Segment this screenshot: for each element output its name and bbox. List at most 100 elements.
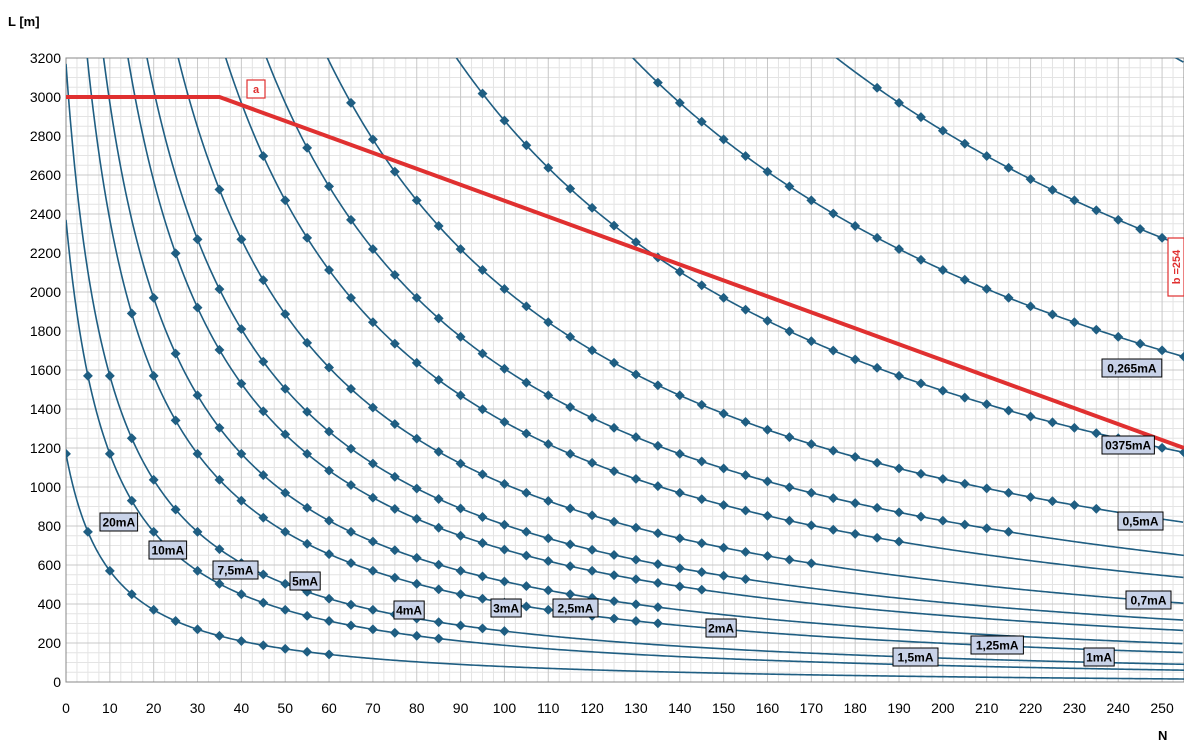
data-point — [214, 344, 225, 355]
data-point — [258, 356, 269, 367]
data-point — [214, 630, 225, 641]
y-tick-label: 1400 — [30, 401, 61, 417]
data-point — [696, 584, 707, 595]
y-tick-label: 2000 — [30, 284, 61, 300]
x-tick-label: 180 — [843, 700, 867, 716]
series-line — [66, 219, 1184, 671]
data-point — [411, 292, 422, 303]
x-tick-label: 140 — [668, 700, 692, 716]
data-point — [894, 463, 904, 474]
data-point — [609, 596, 619, 607]
series-label: 20mA — [99, 512, 139, 532]
data-point — [455, 530, 466, 541]
tick-label-layer: 0 10 20 30 40 50 60 70 80 90 100 110 120 130 140 150 160… — [30, 50, 1174, 716]
series-label: 7,5mA — [212, 560, 259, 580]
data-point — [367, 458, 378, 469]
data-point — [828, 493, 839, 504]
data-point — [981, 523, 992, 534]
data-point — [192, 302, 203, 313]
data-point — [631, 522, 641, 533]
data-point — [236, 324, 247, 334]
data-point — [981, 483, 992, 494]
data-point — [762, 476, 773, 487]
x-tick-label: 10 — [102, 700, 118, 716]
data-point — [565, 331, 576, 342]
y-tick-label: 1000 — [30, 479, 61, 495]
data-point — [389, 166, 400, 177]
data-point — [411, 630, 422, 641]
data-point — [762, 550, 773, 561]
series-label-text: 7,5mA — [217, 564, 253, 578]
data-point — [499, 626, 510, 637]
data-point — [850, 498, 861, 509]
series-label-layer: 20mA 10mA 7,5mA 5mA 4mA 3mA 2,5mA 2mA 1,5mA 1,25m… — [99, 358, 1172, 667]
data-point — [324, 465, 335, 476]
y-tick-label: 600 — [38, 557, 62, 573]
data-point — [280, 383, 291, 394]
y-tick-label: 2600 — [30, 167, 61, 183]
data-point — [1069, 317, 1080, 328]
series-label-box — [552, 598, 599, 618]
data-point — [740, 470, 751, 481]
data-point — [324, 549, 335, 560]
series-label-text: 0,5mA — [1122, 515, 1158, 529]
data-point — [652, 602, 663, 613]
data-point — [389, 627, 400, 638]
series-line — [127, 58, 1184, 632]
data-point — [543, 585, 554, 596]
data-point — [696, 494, 707, 505]
data-point — [214, 284, 225, 295]
data-point — [631, 369, 641, 380]
data-point — [740, 416, 751, 427]
data-point — [806, 439, 817, 450]
series-label-text: 3mA — [493, 602, 519, 616]
series-label-box — [99, 512, 139, 532]
data-point — [411, 357, 422, 368]
series-label-text: 20mA — [102, 516, 135, 530]
y-tick-label: 0 — [53, 674, 61, 690]
data-point — [214, 474, 225, 485]
data-point — [674, 487, 685, 498]
series-label-text: 1,5mA — [897, 651, 933, 665]
data-point — [1025, 411, 1036, 422]
series-line — [455, 58, 1184, 454]
data-point — [806, 487, 817, 498]
data-point — [981, 399, 992, 410]
series-label-text: 1,25mA — [976, 639, 1019, 653]
data-point — [477, 593, 488, 604]
y-axis-title: L [m] — [8, 14, 40, 29]
data-point — [433, 633, 444, 644]
data-point — [521, 487, 532, 498]
data-point — [346, 480, 356, 490]
data-point — [455, 503, 466, 514]
data-point — [543, 533, 554, 544]
data-point — [652, 618, 663, 629]
data-point — [587, 565, 598, 576]
data-point — [565, 589, 576, 600]
data-point — [806, 195, 817, 206]
data-point — [1069, 500, 1080, 510]
data-point — [674, 448, 685, 459]
data-point — [959, 274, 970, 285]
data-point — [543, 604, 554, 615]
annotation-a: a — [246, 79, 266, 99]
data-point — [850, 528, 861, 539]
data-point — [280, 309, 291, 320]
data-point — [148, 526, 159, 537]
annotation-a-text: a — [253, 84, 260, 96]
x-tick-label: 160 — [756, 700, 780, 716]
data-point — [148, 604, 159, 615]
data-point — [192, 448, 203, 459]
data-point — [872, 532, 883, 543]
data-point — [455, 620, 466, 631]
data-point — [1047, 185, 1058, 195]
data-point — [433, 559, 444, 570]
data-point — [389, 545, 400, 556]
data-point — [784, 515, 795, 526]
data-point — [1113, 331, 1124, 342]
series-label-box — [1117, 511, 1164, 531]
data-point — [718, 408, 729, 419]
data-point — [674, 97, 685, 108]
data-point — [324, 265, 335, 275]
data-point — [499, 519, 510, 530]
